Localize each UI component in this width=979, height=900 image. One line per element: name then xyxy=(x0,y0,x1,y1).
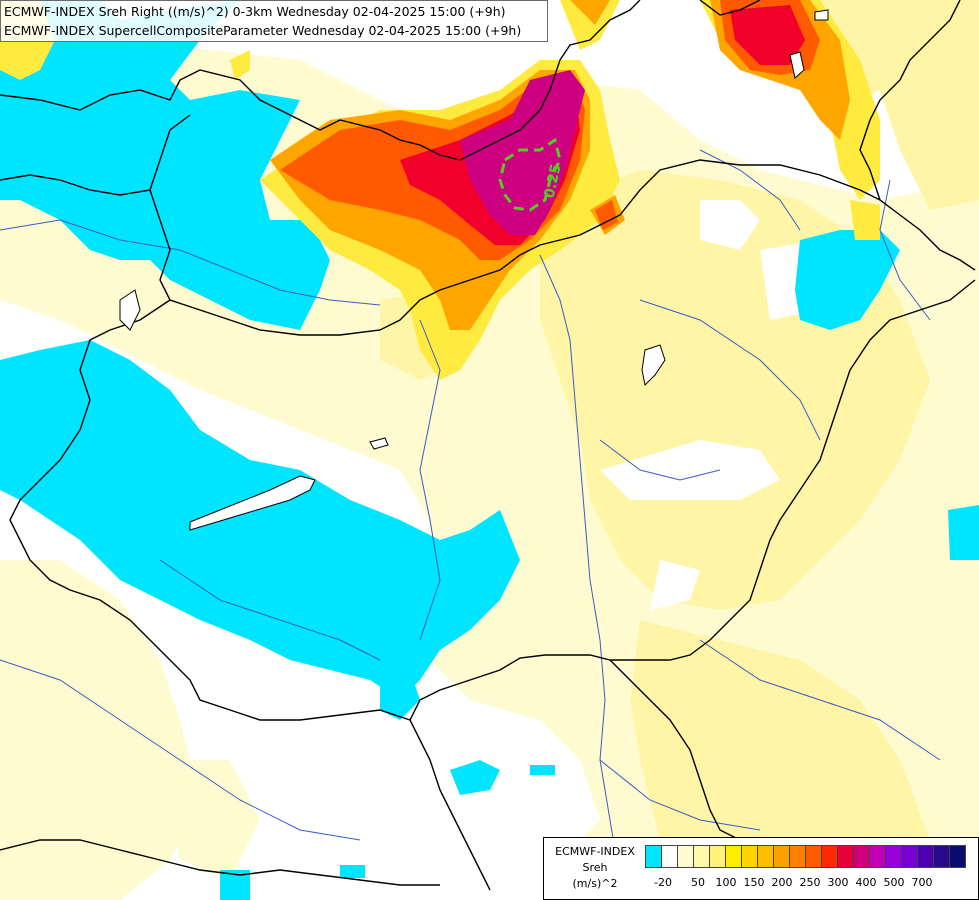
color-legend: ECMWF-INDEX Sreh (m/s)^2 -20 50 100 150 200 2… xyxy=(543,837,979,900)
legend-swatch xyxy=(789,845,806,868)
legend-title: ECMWF-INDEX Sreh (m/s)^2 xyxy=(544,844,646,892)
legend-swatch xyxy=(693,845,710,868)
legend-swatch xyxy=(741,845,758,868)
legend-swatch xyxy=(901,845,918,868)
legend-swatch xyxy=(757,845,774,868)
legend-swatch xyxy=(853,845,870,868)
legend-title-line-3: (m/s)^2 xyxy=(572,877,618,890)
legend-swatch xyxy=(869,845,886,868)
legend-tick-label: -20 xyxy=(654,876,672,889)
legend-swatch xyxy=(661,845,678,868)
legend-swatches xyxy=(645,845,966,868)
legend-swatch xyxy=(725,845,742,868)
legend-swatch xyxy=(805,845,822,868)
legend-tick-label: 200 xyxy=(771,876,793,889)
legend-ticks: -20 50 100 150 200 250 300 400 500 700 xyxy=(544,876,979,892)
field-magenta xyxy=(460,70,585,235)
lakes xyxy=(119,9,829,531)
legend-tick-label: 300 xyxy=(827,876,849,889)
legend-swatch xyxy=(709,845,726,868)
legend-swatch xyxy=(933,845,950,868)
legend-swatch xyxy=(949,845,966,868)
legend-swatch xyxy=(773,845,790,868)
header-line-1: ECMWF-INDEX Sreh Right ((m/s)^2) 0-3km W… xyxy=(4,4,506,19)
legend-tick-label: 100 xyxy=(715,876,737,889)
legend-swatch xyxy=(677,845,694,868)
legend-swatch xyxy=(821,845,838,868)
legend-tick-label: 150 xyxy=(743,876,765,889)
map-header: ECMWF-INDEX Sreh Right ((m/s)^2) 0-3km W… xyxy=(0,0,548,42)
legend-title-line-1: ECMWF-INDEX xyxy=(555,845,635,858)
legend-swatch xyxy=(837,845,854,868)
legend-tick-label: 250 xyxy=(799,876,821,889)
legend-swatch xyxy=(885,845,902,868)
header-line-2: ECMWF-INDEX SupercellCompositeParameter … xyxy=(4,23,522,38)
legend-tick-label: 700 xyxy=(911,876,933,889)
legend-tick-label: 50 xyxy=(691,876,705,889)
scp-contour-025: 0.25 xyxy=(498,137,565,212)
legend-tick-label: 400 xyxy=(855,876,877,889)
legend-swatch xyxy=(917,845,934,868)
legend-swatch xyxy=(645,845,662,868)
legend-title-line-2: Sreh xyxy=(582,861,608,874)
legend-tick-label: 500 xyxy=(883,876,905,889)
contour-label: 0.25 xyxy=(542,163,565,200)
rivers xyxy=(0,149,941,881)
